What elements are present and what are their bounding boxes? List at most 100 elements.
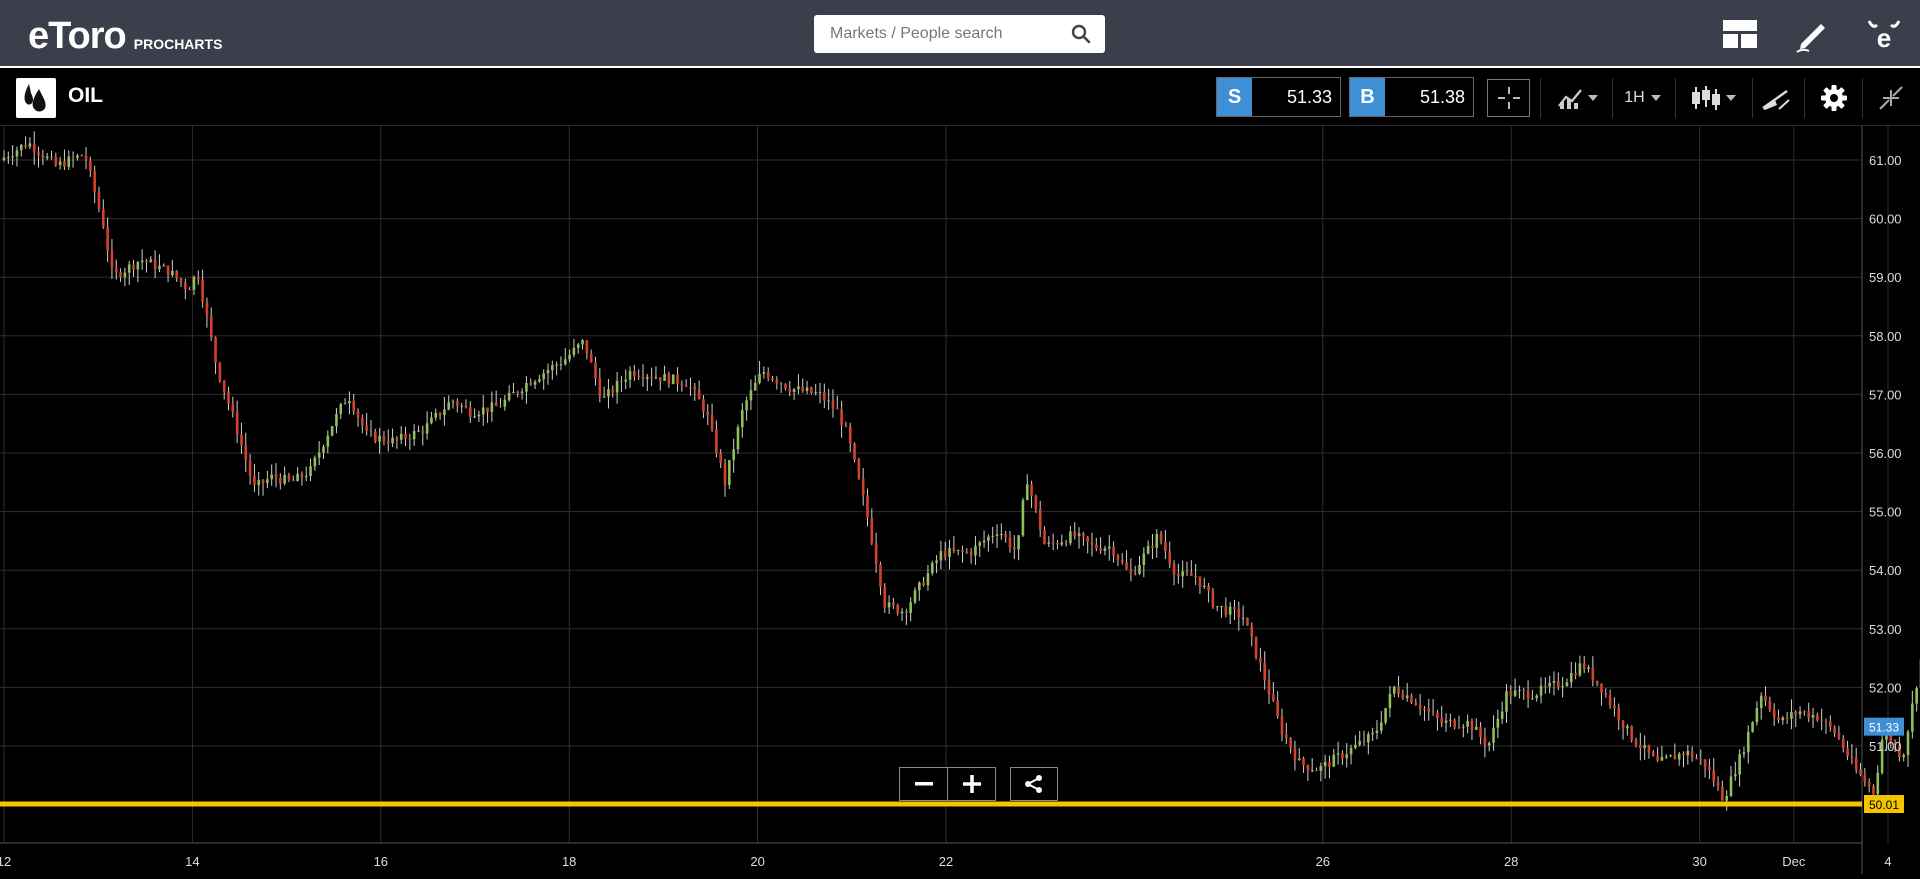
candle-body [1738, 754, 1741, 774]
candle-body [732, 449, 735, 460]
candle-body [1069, 531, 1072, 543]
search-input[interactable] [828, 24, 1071, 44]
candle-body [1134, 574, 1137, 575]
logo-text: eToro [28, 16, 126, 56]
candle-body [206, 302, 209, 316]
candle-body [50, 157, 53, 158]
candle-body [1661, 757, 1664, 761]
candle-body [1160, 534, 1163, 542]
candle-body [499, 406, 502, 407]
candle-body [16, 150, 19, 156]
candle-body [1294, 748, 1297, 760]
y-tick-label: 60.00 [1869, 212, 1902, 227]
candle-body [1367, 734, 1370, 742]
collapse-button[interactable] [1874, 78, 1908, 118]
candle-body [715, 429, 718, 453]
candle-body [115, 268, 118, 273]
candle-body [352, 401, 355, 411]
svg-text:e: e [1877, 23, 1891, 53]
candle-body [1384, 708, 1387, 722]
candle-body [1721, 786, 1724, 800]
sell-label: S [1217, 78, 1252, 116]
candle-body [706, 412, 709, 416]
candle-body [1592, 667, 1595, 680]
x-tick-label: 14 [185, 854, 199, 869]
candle-body [991, 536, 994, 537]
candle-body [1773, 710, 1776, 718]
candle-body [896, 605, 899, 613]
candle-body [611, 389, 614, 392]
candle-body [1475, 727, 1478, 730]
candle-body [1838, 733, 1841, 738]
sell-button[interactable]: S 51.33 [1216, 77, 1341, 117]
zoom-out-button[interactable] [899, 767, 948, 801]
candle-body [1082, 533, 1085, 536]
candle-body [1725, 796, 1728, 801]
candle-body [1143, 554, 1146, 565]
candle-body [1695, 758, 1698, 759]
sell-price: 51.33 [1252, 78, 1340, 116]
chart-toolbar: OIL S 51.33 B 51.38 1H [0, 70, 1920, 126]
candle-body [1190, 573, 1193, 576]
candle-body [1212, 591, 1215, 607]
candle-body [853, 444, 856, 460]
crosshair-button[interactable] [1487, 79, 1530, 117]
candle-body [400, 434, 403, 440]
buy-button[interactable]: B 51.38 [1349, 77, 1474, 117]
candle-body [616, 381, 619, 393]
candle-body [568, 355, 571, 359]
search-icon[interactable] [1071, 24, 1091, 44]
candle-body [1358, 741, 1361, 745]
candle-body [443, 410, 446, 416]
candle-body [823, 392, 826, 401]
candle-body [1501, 712, 1504, 719]
chart-type-button[interactable] [1683, 78, 1745, 118]
candle-body [1540, 686, 1543, 696]
drawing-tools-button[interactable] [1760, 78, 1792, 118]
candle-body [620, 381, 623, 382]
candle-body [171, 271, 174, 275]
candle-body [1492, 728, 1495, 743]
candle-body [1790, 712, 1793, 719]
candle-body [37, 152, 40, 155]
candle-body [98, 192, 101, 209]
candle-body [801, 386, 804, 390]
layout-icon[interactable] [1720, 14, 1760, 54]
candle-body [1238, 609, 1241, 618]
candle-body [296, 474, 299, 481]
candle-body [987, 537, 990, 541]
candle-body [67, 157, 70, 167]
candle-body [1186, 571, 1189, 572]
timeframe-dropdown[interactable]: 1H [1618, 78, 1668, 118]
candle-body [521, 392, 524, 394]
indicators-button[interactable] [1550, 78, 1606, 118]
candle-body [970, 552, 973, 556]
candle-body [158, 266, 161, 270]
candle-body [318, 453, 321, 458]
candle-body [141, 261, 144, 263]
etoro-profile-icon[interactable]: e [1864, 14, 1904, 54]
etoro-logo[interactable]: eToro PROCHARTS [28, 12, 222, 56]
candle-body [957, 550, 960, 551]
candle-body [59, 161, 62, 165]
candle-body [599, 378, 602, 396]
candle-body [1199, 576, 1202, 586]
candle-body [1803, 711, 1806, 712]
candlestick-chart[interactable]: 61.0060.0059.0058.0057.0056.0055.0054.00… [0, 126, 1920, 874]
settings-button[interactable] [1816, 78, 1852, 118]
candle-body [1056, 543, 1059, 544]
candle-body [89, 161, 92, 171]
share-button[interactable] [1010, 767, 1058, 801]
search-box [814, 15, 1105, 53]
zoom-in-button[interactable] [947, 767, 996, 801]
chevron-down-icon [1587, 93, 1599, 103]
candle-body [1112, 547, 1115, 556]
candle-body [806, 388, 809, 391]
candle-body [538, 379, 541, 381]
candle-body [439, 413, 442, 415]
candle-body [1151, 546, 1154, 548]
pencil-icon[interactable] [1793, 14, 1833, 54]
candle-body [197, 277, 200, 280]
candle-body [832, 401, 835, 409]
